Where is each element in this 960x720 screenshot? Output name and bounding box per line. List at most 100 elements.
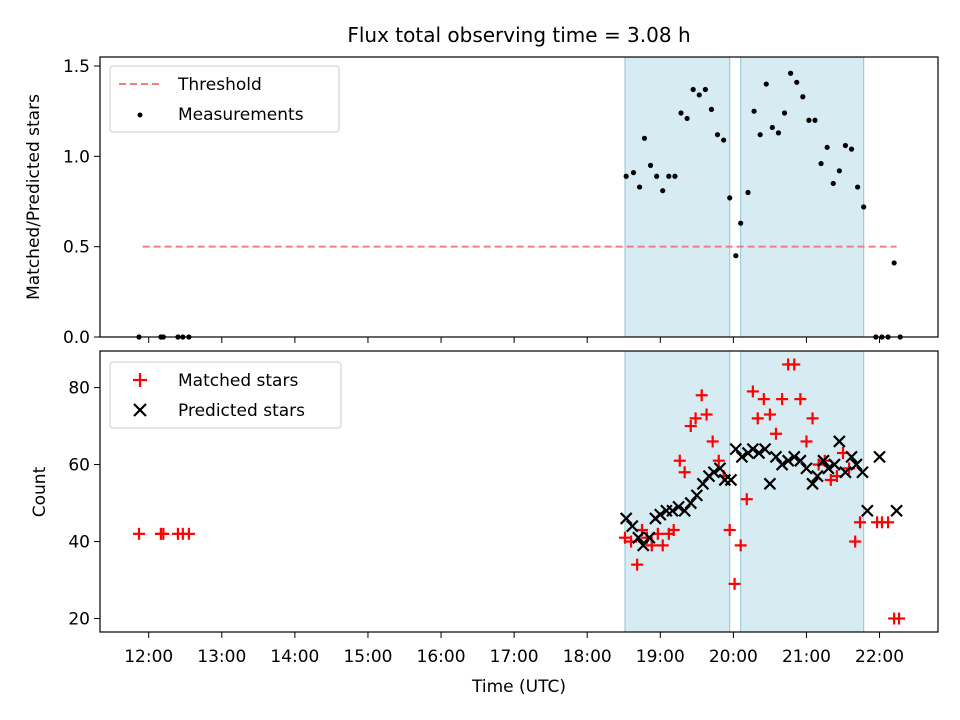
matched-star-point [849,535,862,548]
x-axis-label: Time (UTC) [471,677,566,697]
measurement-point [733,253,739,259]
x-tick-label: 21:00 [782,647,831,667]
x-tick-label: 13:00 [197,647,246,667]
matched-star-point [684,420,697,433]
predicted-star-point [636,539,650,552]
measurement-point [794,79,800,85]
predicted-star-point [684,496,698,510]
matched-star-point [695,389,708,402]
predicted-star-point [625,519,639,533]
measurement-point [848,146,855,152]
matched-star-point [794,393,807,406]
top-x-ticks [148,337,881,343]
matched-star-point [728,577,741,590]
x-tick-label: 18:00 [563,647,612,667]
predicted-star-point [707,465,721,479]
predicted-star-point [643,531,656,544]
matched-star-point [618,531,631,544]
top-axes-frame [99,56,939,338]
matched-star-point [706,435,719,448]
matched-star-point [734,539,747,552]
matched-star-point [157,527,170,540]
matched-star-point [882,516,895,529]
top-y-tick-label: 1.5 [63,57,90,77]
predicted-star-point [781,454,795,467]
matched-star-point [667,523,680,536]
predicted-star-point [724,473,738,487]
predicted-star-point [672,500,685,514]
predicted-star-point [619,512,633,525]
measurement-point [708,106,715,112]
predicted-star-point [758,442,772,456]
bottom-x-ticks: 12:00 13:00 14:00 15:00 16:00 17:00 18:00 19:00… [124,632,904,667]
bottom-legend-box [109,361,342,429]
predicted-star-point [800,462,813,475]
x-tick-label: 15:00 [343,647,392,667]
measurement-point [818,160,824,167]
measurement-point [824,144,830,150]
top-legend: Threshold Measurements [109,65,340,133]
bottom-y-axis-label: Count [30,466,50,517]
predicted-star-point [873,450,886,464]
matched-star-point [893,612,906,625]
measurement-point [641,135,648,141]
measurement-point [702,86,708,93]
measurement-point [757,132,763,138]
matched-star-point [740,493,753,506]
predicted-star-point [822,462,835,475]
matched-star-point [757,393,770,406]
measurement-point [806,117,812,123]
bot-y-tick-label: 40 [68,533,90,553]
x-tick-label: 20:00 [709,647,758,667]
bot-y-tick-label: 80 [68,379,90,399]
x-tick-label: 17:00 [490,647,539,667]
predicted-star-point [890,504,903,518]
matched-star-point [689,412,702,425]
predicted-star-point [735,450,749,464]
predicted-star-point [729,442,743,456]
bottom-axes-frame [99,350,939,633]
predicted-star-point [763,477,777,491]
measurement-point [861,204,867,210]
measurement-point [836,168,842,174]
top-y-tick-label: 0.0 [63,328,90,348]
top-legend-box [109,65,340,133]
legend-threshold-label: Threshold [177,75,262,95]
measurement-point [721,137,727,143]
measurement-point [738,220,744,226]
matched-star-point [182,527,195,540]
x-tick-label: 16:00 [417,647,466,667]
bottom-y-ticks: 20 40 60 80 [68,379,100,630]
matched-star-point [788,358,801,371]
matched-star-point [751,412,764,425]
measurement-point [684,115,690,122]
predicted-star-point [696,477,710,491]
matched-star-point [656,539,669,552]
measurement-point [769,124,775,131]
predicted-star-point [690,489,704,502]
top-shaded-interval-1 [624,56,731,338]
matched-star-point [700,408,713,421]
measurement-point [727,195,733,201]
x-tick-label: 12:00 [124,647,173,667]
predicted-star-point [746,442,760,456]
measurement-point [714,132,721,138]
predicted-star-point [817,454,830,467]
predicted-star-point [806,477,819,491]
predicted-star-point [839,465,852,479]
bottom-shaded-intervals [624,350,865,633]
predicted-star-point [678,504,691,518]
matched-star-point [678,466,691,479]
predicted-star-point [775,458,789,471]
measurement-point [690,86,696,93]
bottom-legend: Matched stars Predicted stars [109,361,342,429]
measurement-point [775,130,782,136]
matched-star-point [824,473,837,486]
top-y-axis-label: Matched/Predicted stars [24,94,44,300]
legend-predicted-label: Predicted stars [178,401,305,421]
bot-y-tick-label: 60 [68,456,90,476]
predicted-star-point [632,531,645,544]
predicted-star-point [752,446,766,460]
measurement-point [678,110,684,116]
legend-matched-swatch [133,373,147,387]
